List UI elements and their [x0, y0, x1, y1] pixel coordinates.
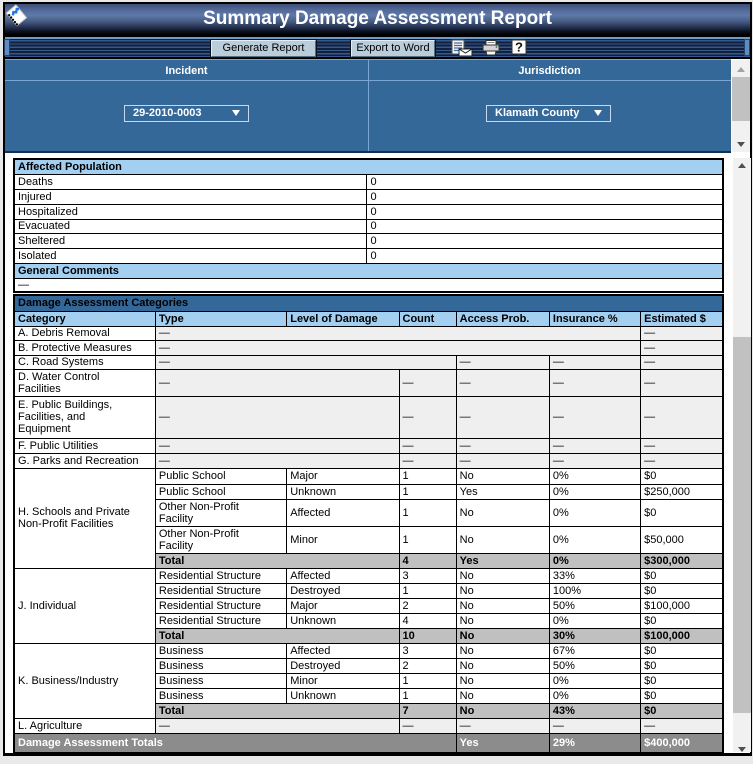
- svg-text:?: ?: [515, 40, 523, 55]
